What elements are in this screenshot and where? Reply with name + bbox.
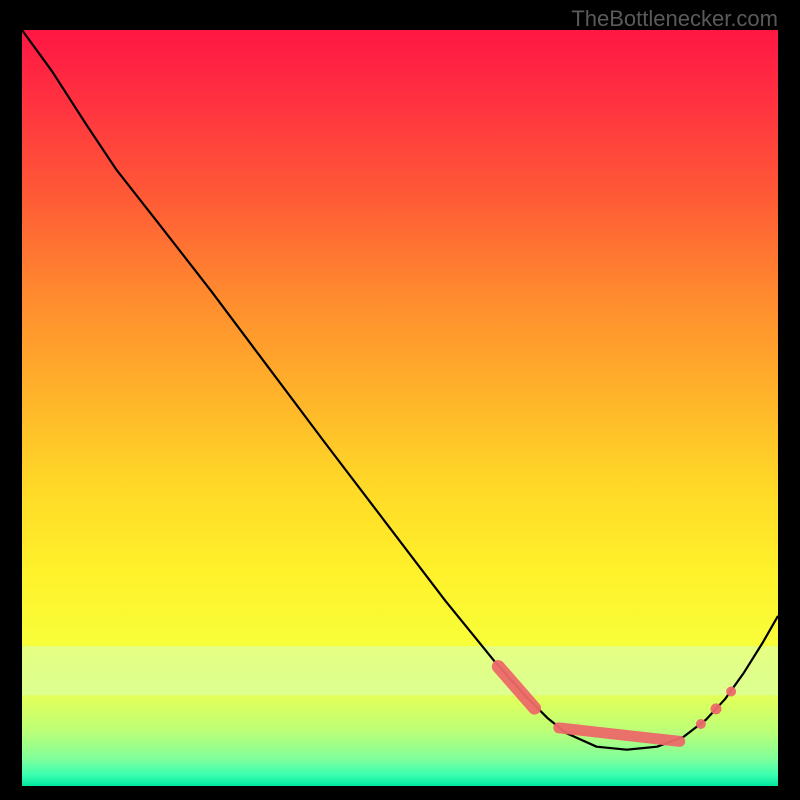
chart-svg [22, 30, 778, 786]
bottleneck-chart [22, 30, 778, 786]
watermark-text: TheBottlenecker.com [571, 6, 778, 32]
